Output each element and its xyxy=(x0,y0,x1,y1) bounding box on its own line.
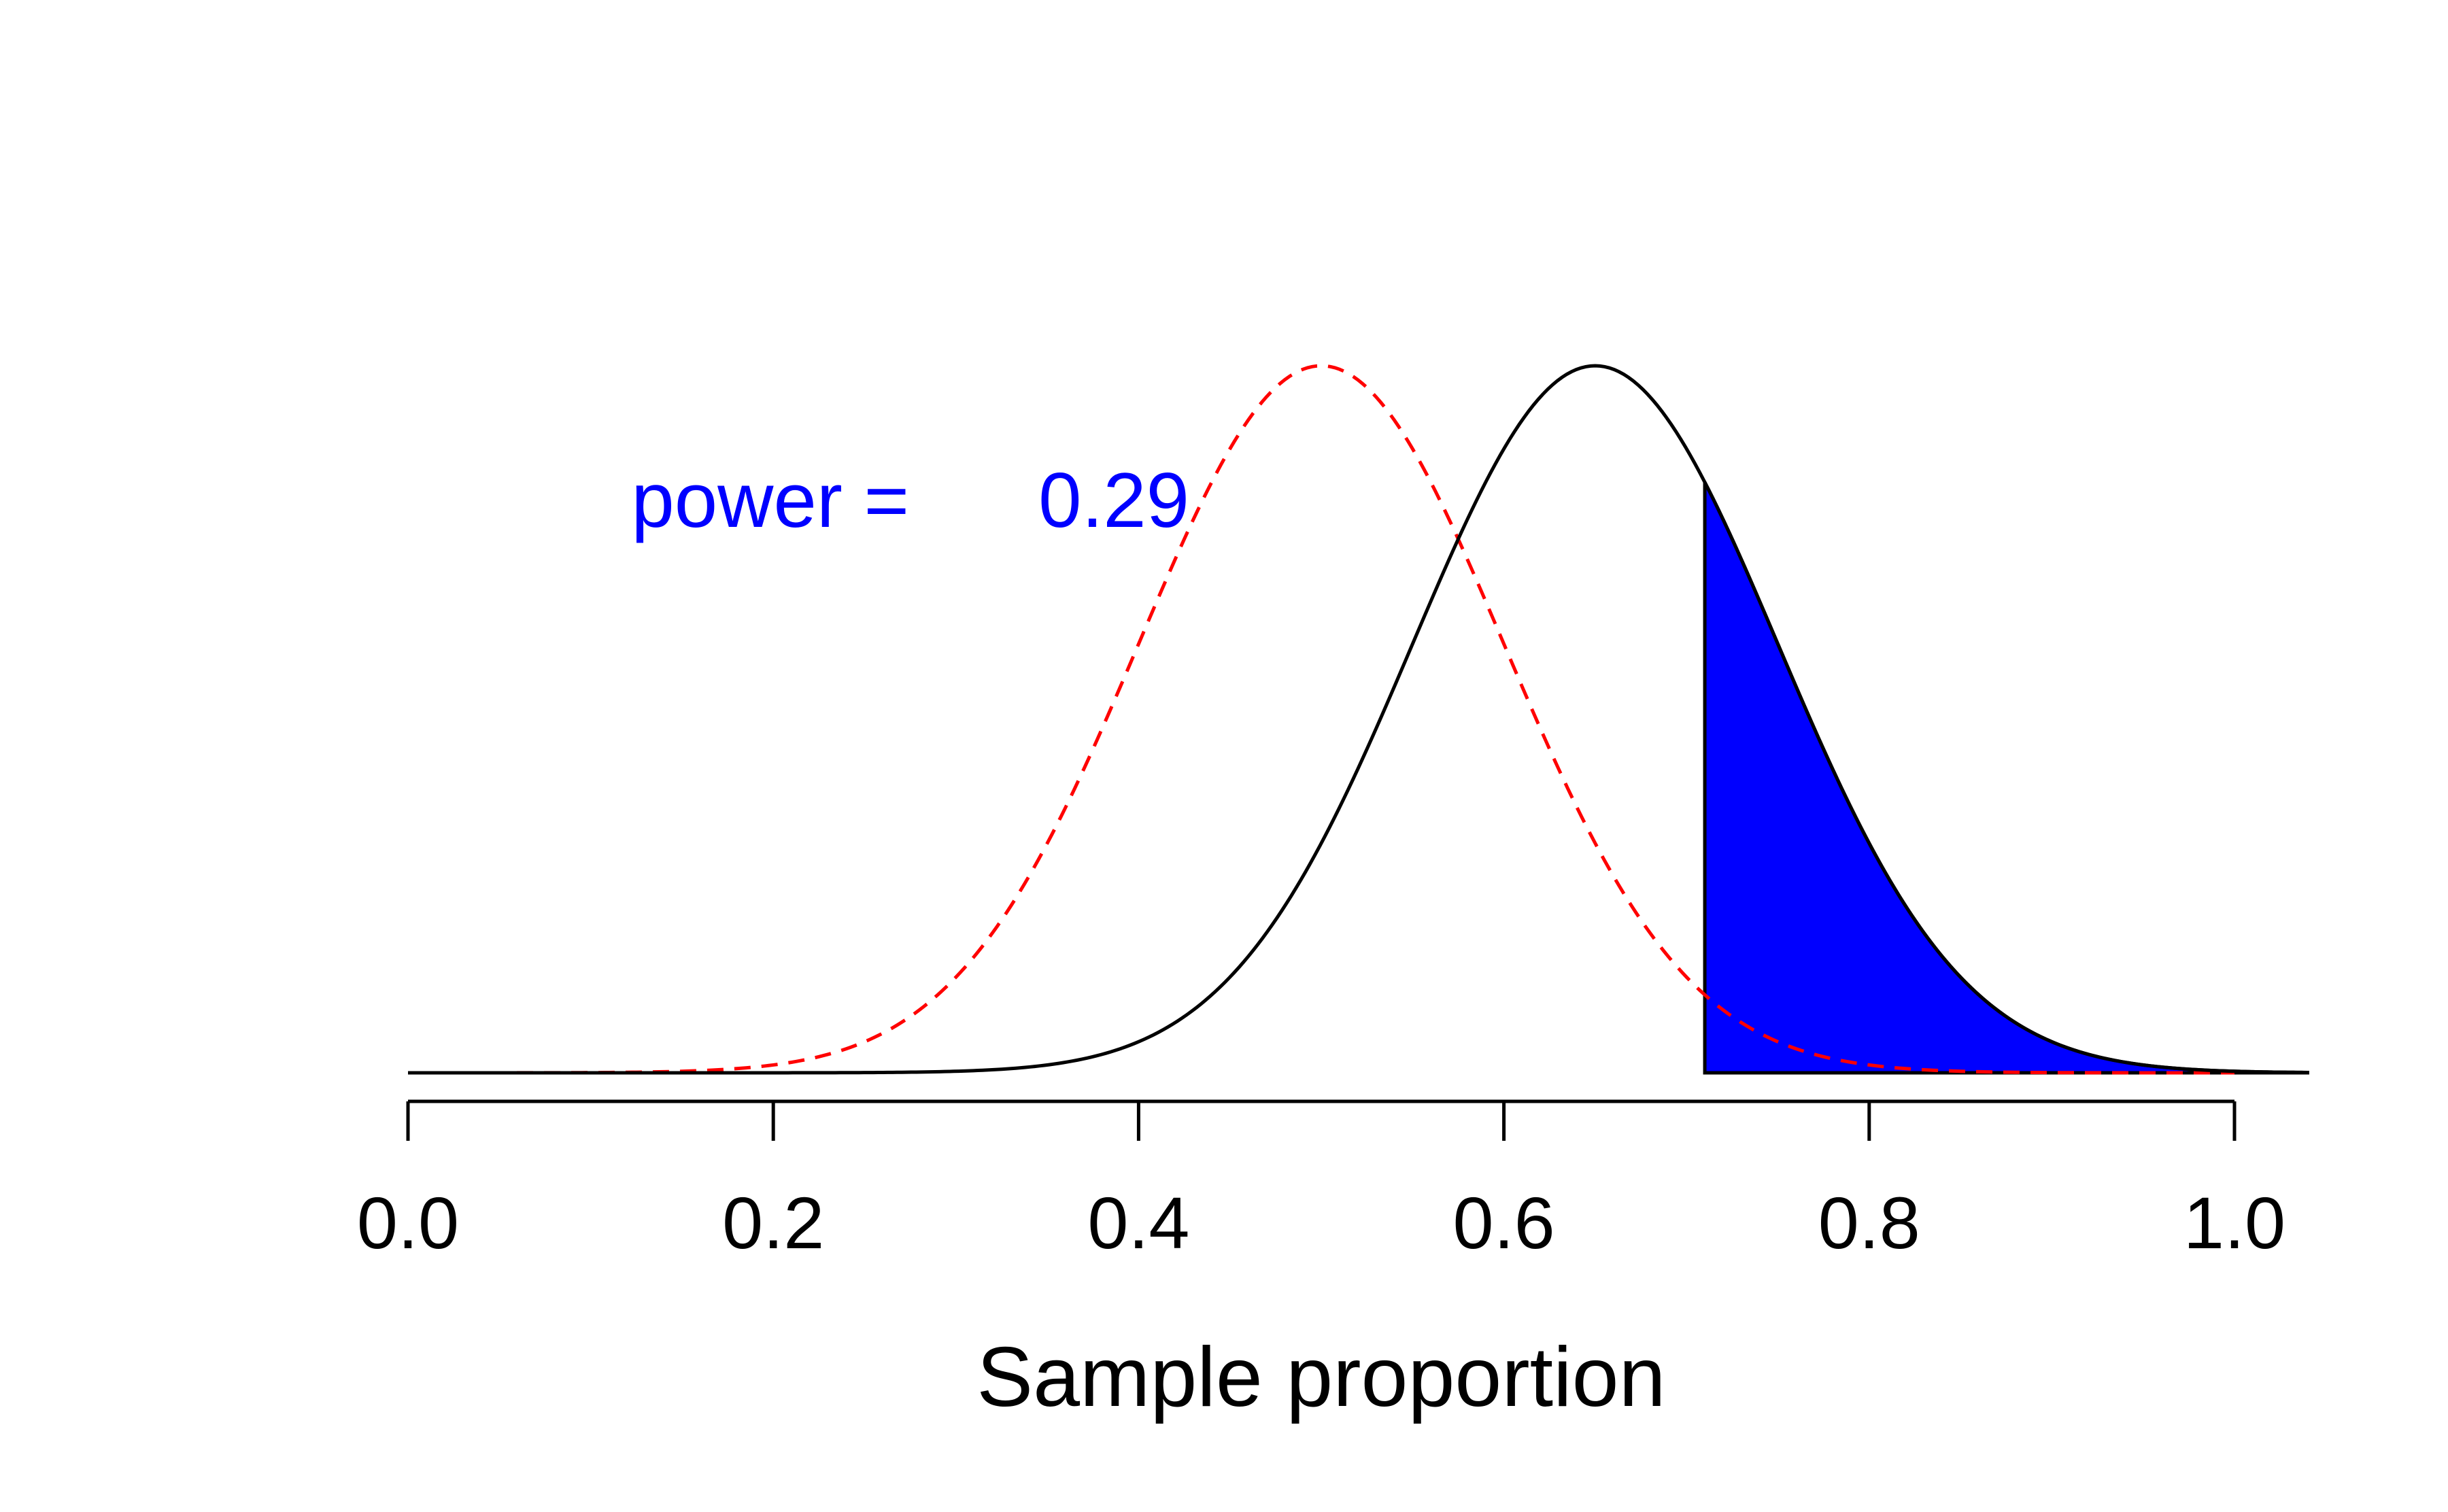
x-tick-label: 0.4 xyxy=(1087,1182,1189,1264)
plot-area xyxy=(408,364,2309,1075)
x-tick-label: 0.0 xyxy=(357,1182,459,1264)
power-value-text: 0.29 xyxy=(1038,458,1189,544)
null-distribution-curve xyxy=(408,364,2234,1075)
x-tick-label: 0.8 xyxy=(1818,1182,1920,1264)
alternative-distribution-curve xyxy=(408,364,2308,1075)
power-tail-area xyxy=(1703,481,2309,1075)
x-tick-label: 1.0 xyxy=(2183,1182,2285,1264)
x-ticks: 0.0 0.2 0.4 0.6 0.8 1.0 xyxy=(357,1101,2285,1264)
x-tick-label: 0.6 xyxy=(1453,1182,1555,1264)
x-axis-title: Sample proportion xyxy=(976,1330,1665,1424)
x-axis: 0.0 0.2 0.4 0.6 0.8 1.0 Sample proportion xyxy=(357,1099,2285,1424)
x-tick-label: 0.2 xyxy=(722,1182,824,1264)
power-annotation: power = 0.29 xyxy=(524,458,1254,544)
power-label-text: power = xyxy=(631,458,930,544)
